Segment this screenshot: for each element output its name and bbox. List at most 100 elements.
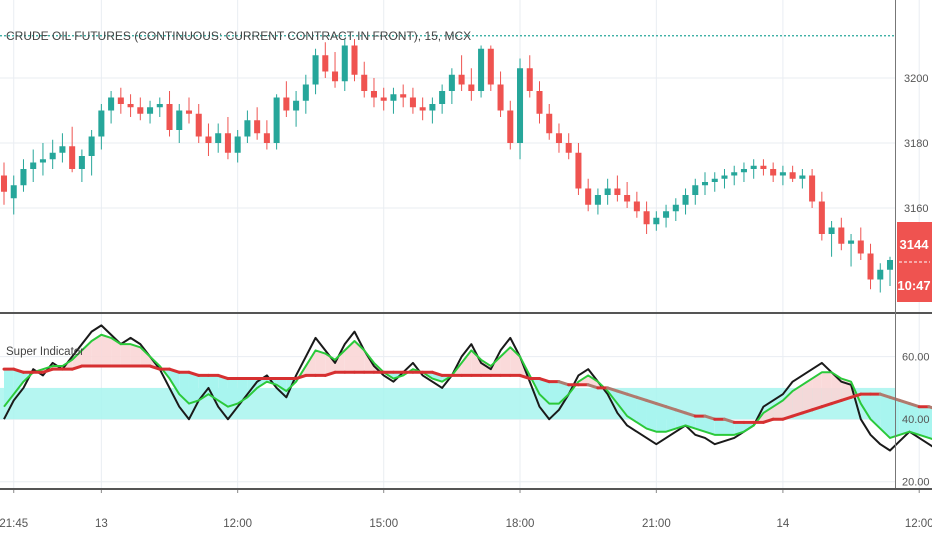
- candle-body: [779, 172, 786, 176]
- candle-body: [439, 91, 446, 104]
- indicator-slow-line-segment: [810, 405, 824, 412]
- indicator-slow-line-segment: [606, 386, 619, 393]
- indicator-slow-line-segment: [216, 373, 230, 381]
- indicator-fill-segment: [461, 350, 472, 376]
- candle-body: [487, 48, 494, 85]
- indicator-fill-segment: [315, 350, 326, 376]
- candle-body: [740, 169, 747, 173]
- indicator-fill-segment: [695, 416, 706, 432]
- candle-body: [517, 68, 524, 143]
- candle-body: [234, 136, 241, 153]
- indicator-slow-line-segment: [781, 414, 795, 421]
- indicator-fill-segment: [218, 375, 228, 407]
- candle-body: [156, 104, 163, 108]
- candle-body: [750, 165, 757, 169]
- indicator-slow-line-segment: [927, 405, 932, 410]
- indicator-fill-segment: [656, 403, 667, 432]
- indicator-fill-segment: [890, 397, 900, 438]
- indicator-slow-line-segment: [615, 389, 629, 396]
- candle-body: [653, 217, 660, 225]
- indicator-slow-line-segment: [187, 370, 201, 377]
- candle-body: [205, 136, 212, 143]
- indicator-fill-segment: [91, 334, 102, 367]
- candle-body: [166, 104, 173, 130]
- candle-body: [195, 113, 202, 137]
- indicator-slow-line-segment: [907, 402, 921, 409]
- candle-body: [49, 152, 56, 160]
- indicator-fill-segment: [666, 406, 676, 432]
- indicator-slow-line-segment: [12, 367, 25, 374]
- price-badge-countdown: 10:47: [897, 278, 930, 293]
- candle-body: [10, 185, 17, 199]
- candle-body: [361, 74, 368, 91]
- candle-body: [458, 74, 465, 85]
- candle-body: [312, 55, 319, 85]
- indicator-slow-line-segment: [674, 408, 688, 415]
- candle-body: [108, 97, 115, 111]
- candle-body: [828, 227, 835, 234]
- indicator-fill-segment: [130, 344, 141, 367]
- xtick-label: 13: [95, 518, 108, 530]
- candle-body: [351, 45, 358, 75]
- candle-body: [701, 182, 709, 186]
- indicator-fill-segment: [919, 406, 929, 438]
- candle-body: [293, 100, 300, 111]
- indicator-fill-segment: [705, 416, 715, 435]
- indicator-slow-line-segment: [645, 398, 658, 406]
- indicator-slow-line-segment: [703, 414, 717, 421]
- indicator-slow-line-segment: [830, 398, 843, 406]
- indicator-fill-segment: [120, 344, 131, 367]
- indicator-slow-line-segment: [518, 373, 532, 381]
- indicator-slow-line-segment: [820, 402, 834, 409]
- candle-body: [117, 97, 124, 104]
- indicator-fill-segment: [335, 350, 345, 373]
- indicator-slow-line-segment: [41, 367, 55, 374]
- indicator-fill-segment: [140, 347, 151, 367]
- indicator-slow-line-segment: [586, 383, 600, 390]
- indicator-slow-line-segment: [761, 417, 775, 424]
- indicator-fill-segment: [169, 369, 180, 395]
- indicator-slow-line-segment: [888, 395, 902, 402]
- price-badge: 3144 10:47: [897, 222, 932, 302]
- indicator-fill-segment: [812, 372, 822, 410]
- indicator-fill-segment: [880, 394, 890, 438]
- candle-body: [263, 133, 270, 143]
- indicator-fill-segment: [490, 356, 501, 376]
- candle-body: [731, 172, 738, 176]
- indicator-slow-line-segment: [791, 411, 804, 418]
- candle-body: [672, 204, 679, 212]
- indicator-fill-segment: [111, 337, 121, 367]
- candle-body: [604, 188, 611, 195]
- indicator-fill-segment: [198, 375, 209, 401]
- candle-body: [185, 110, 193, 114]
- indicator-fill-segment: [305, 350, 316, 376]
- price-ytick-label: 3160: [904, 203, 928, 215]
- indicator-fill-segment: [13, 369, 24, 395]
- candle-body: [332, 71, 339, 82]
- indicator-slow-line-segment: [323, 370, 337, 377]
- indicator-fill-segment: [675, 409, 686, 429]
- indicator-fill-segment: [81, 341, 92, 367]
- indicator-fill-segment: [188, 372, 199, 404]
- candle-body: [137, 107, 144, 114]
- candle-body: [390, 94, 397, 101]
- xtick-label: 21:00: [642, 518, 671, 530]
- indicator-slow-line-segment: [849, 392, 863, 399]
- candle-layer: [0, 39, 894, 293]
- indicator-slow-line-segment: [625, 392, 639, 399]
- candle-body: [507, 110, 514, 143]
- candle-body: [370, 91, 377, 98]
- indicator-fill-segment: [549, 381, 559, 404]
- candle-body: [546, 113, 553, 134]
- candle-body: [789, 172, 796, 179]
- indicator-fill-segment: [627, 394, 637, 423]
- indicator-fill-segment: [646, 400, 657, 432]
- candle-body: [400, 94, 407, 98]
- candle-body: [127, 104, 134, 108]
- candle-body: [575, 152, 582, 189]
- indicator-slow-line-segment: [168, 367, 181, 374]
- candle-body: [886, 260, 894, 270]
- indicator-slow-line-segment: [898, 398, 911, 406]
- candle-body: [799, 175, 806, 179]
- candle-body: [536, 91, 543, 114]
